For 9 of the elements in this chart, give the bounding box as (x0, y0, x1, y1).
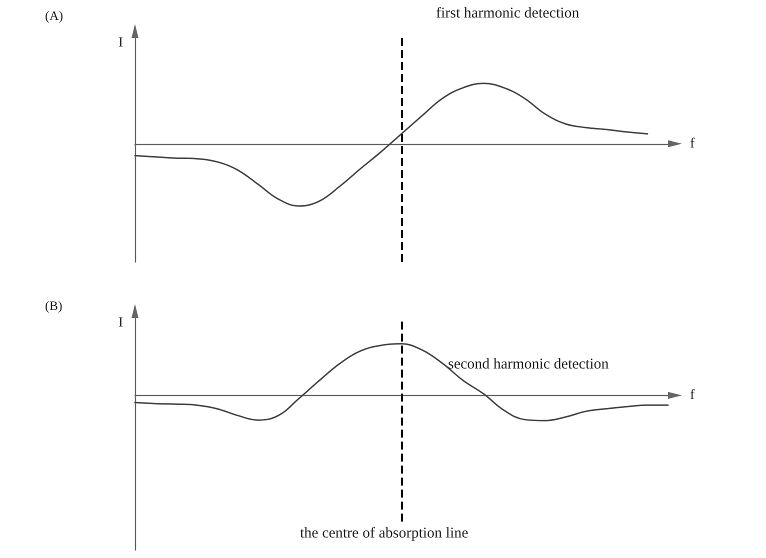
x-axis-title: f (690, 388, 695, 403)
chart-title: (A) (45, 8, 64, 23)
text: first harmonic detection (436, 6, 580, 22)
annotation: second harmonic detection (448, 356, 610, 372)
y-axis-title: I (118, 36, 124, 50)
y-axis-title: I (118, 316, 124, 330)
text: the centre of absorption line (300, 526, 469, 542)
chart-title: (B) (45, 298, 62, 313)
x-axis-title: f (690, 136, 695, 152)
